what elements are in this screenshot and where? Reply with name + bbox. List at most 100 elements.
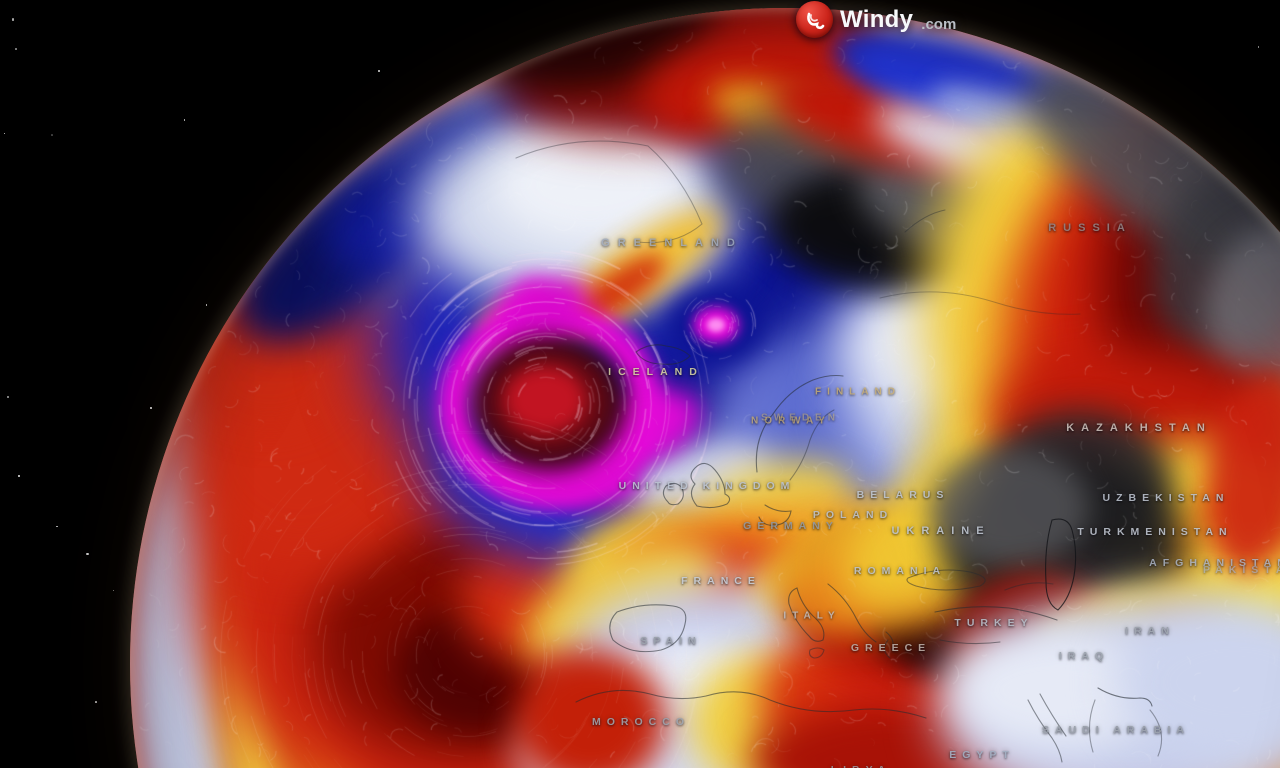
anomaly-blob: [883, 329, 1117, 611]
anomaly-blob: [699, 86, 1001, 274]
windy-brand-tld: .com: [921, 16, 957, 33]
anomaly-blob: [480, 270, 574, 394]
windy-logo[interactable]: Windy .com: [796, 1, 956, 38]
anomaly-blob: [668, 437, 872, 593]
anomaly-blob: [690, 652, 850, 768]
anomaly-blob: [770, 400, 930, 510]
anomaly-blob: [683, 486, 897, 610]
anomaly-blob: [1188, 212, 1280, 398]
anomaly-blob: [735, 557, 865, 707]
anomaly-blob: [540, 188, 740, 352]
anomaly-blob: [960, 580, 1120, 740]
anomaly-blob: [983, 337, 1280, 523]
caspian-dark-region: [945, 450, 1185, 646]
western-med-cool: [565, 580, 845, 750]
anomaly-blob: [565, 373, 711, 483]
anomaly-blob: [487, 430, 645, 514]
star: [7, 396, 9, 399]
anomaly-blob: [710, 350, 910, 510]
anomaly-blob: [680, 180, 1000, 420]
greenland-ice: [415, 110, 735, 310]
anomaly-blob: [430, 370, 850, 570]
anomaly-blob: [395, 605, 565, 735]
middle-east-cool: [940, 600, 1280, 768]
anomaly-blob: [520, 698, 780, 768]
anomaly-blob: [830, 620, 1070, 768]
anomaly-blob: [1117, 610, 1227, 674]
anomaly-blob: [310, 520, 610, 760]
star: [205, 304, 208, 307]
anomaly-blob: [707, 318, 725, 332]
turkey-dark-anomaly: [870, 553, 1100, 683]
anomaly-blob: [555, 242, 675, 342]
anomaly-blob: [800, 542, 960, 652]
star: [4, 132, 6, 135]
anomaly-blob: [1115, 602, 1280, 762]
anomaly-blob: [765, 160, 995, 300]
star: [55, 525, 59, 528]
anomaly-blob: [915, 410, 1085, 550]
anomaly-blob: [1182, 527, 1280, 697]
anomaly-blob: [1152, 492, 1280, 632]
anomaly-blob: [755, 489, 955, 631]
anomaly-blob: [813, 438, 1047, 642]
windy-brand-text: Windy: [840, 5, 914, 33]
anomaly-blob: [473, 8, 727, 109]
star: [11, 18, 15, 21]
anomaly-blob: [515, 650, 665, 768]
polar-vortex-ring: [437, 302, 663, 508]
anomaly-blob: [701, 64, 911, 184]
anomaly-blob: [990, 410, 1170, 550]
star: [14, 47, 18, 50]
anomaly-blob: [845, 130, 1065, 280]
anomaly-blob: [760, 620, 980, 768]
windy-logo-icon: [796, 1, 833, 38]
anomaly-blob: [1125, 140, 1280, 384]
atlantic-warm-anomaly: [190, 300, 750, 768]
anomaly-blob: [545, 590, 695, 710]
anomaly-blob: [460, 530, 660, 670]
anomaly-blob: [962, 582, 1082, 662]
limb-band-yellow: [218, 96, 1280, 768]
anomaly-blob: [595, 642, 795, 752]
anomaly-blob: [470, 347, 530, 433]
anomaly-blob: [771, 498, 1029, 658]
anomaly-blob: [863, 84, 1167, 242]
anomaly-blob: [618, 428, 782, 538]
anomaly-blob: [763, 48, 1037, 192]
anomaly-blob: [190, 290, 350, 430]
star: [86, 553, 89, 556]
star: [378, 69, 381, 72]
anomaly-blob: [897, 98, 1173, 472]
anomaly-blob: [490, 125, 690, 245]
vortex-inner-dark: [471, 335, 627, 471]
star: [149, 406, 152, 410]
star: [183, 118, 186, 121]
anomaly-blob: [604, 504, 796, 616]
cold-anomaly: [370, 120, 1010, 540]
anomaly-blob: [460, 180, 740, 360]
anomaly-blob: [791, 565, 901, 665]
limb-band-orange: [282, 160, 1280, 768]
star: [51, 134, 53, 136]
secondary-vortex: [693, 307, 739, 343]
anomaly-blob: [750, 705, 1050, 768]
anomaly-blob: [620, 537, 820, 647]
anomaly-blob: [952, 127, 1258, 533]
anomaly-blob: [864, 538, 1026, 638]
star: [112, 589, 115, 592]
anomaly-blob: [850, 290, 1110, 510]
anomaly-blob: [1191, 367, 1280, 583]
star: [95, 701, 98, 703]
anomaly-blob: [930, 448, 1090, 568]
anomaly-blob: [1055, 565, 1245, 667]
anomaly-blob: [504, 514, 736, 690]
anomaly-blob: [668, 287, 764, 363]
anomaly-blob: [496, 264, 600, 356]
anomaly-blob: [870, 520, 1150, 680]
vortex-core: [505, 367, 585, 433]
anomaly-blob: [750, 300, 1050, 540]
anomaly-blob: [489, 352, 607, 452]
anomaly-blob: [552, 487, 728, 633]
